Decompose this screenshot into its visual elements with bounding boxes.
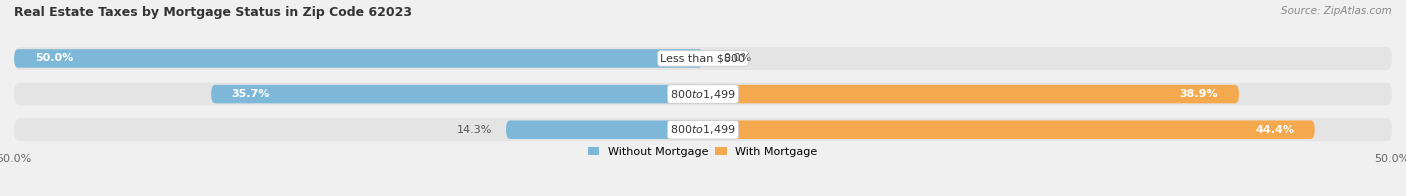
FancyBboxPatch shape bbox=[506, 121, 703, 139]
FancyBboxPatch shape bbox=[14, 83, 1392, 105]
Text: Source: ZipAtlas.com: Source: ZipAtlas.com bbox=[1281, 6, 1392, 16]
Text: 44.4%: 44.4% bbox=[1256, 125, 1294, 135]
Text: 14.3%: 14.3% bbox=[457, 125, 492, 135]
Text: 50.0%: 50.0% bbox=[35, 54, 73, 64]
FancyBboxPatch shape bbox=[14, 49, 703, 68]
Legend: Without Mortgage, With Mortgage: Without Mortgage, With Mortgage bbox=[583, 142, 823, 162]
FancyBboxPatch shape bbox=[703, 85, 1239, 103]
FancyBboxPatch shape bbox=[14, 47, 1392, 70]
Text: $800 to $1,499: $800 to $1,499 bbox=[671, 123, 735, 136]
Text: Less than $800: Less than $800 bbox=[661, 54, 745, 64]
Text: 35.7%: 35.7% bbox=[232, 89, 270, 99]
Text: Real Estate Taxes by Mortgage Status in Zip Code 62023: Real Estate Taxes by Mortgage Status in … bbox=[14, 6, 412, 19]
Text: $800 to $1,499: $800 to $1,499 bbox=[671, 88, 735, 101]
FancyBboxPatch shape bbox=[703, 121, 1315, 139]
Text: 38.9%: 38.9% bbox=[1180, 89, 1219, 99]
FancyBboxPatch shape bbox=[14, 118, 1392, 141]
Text: 0.0%: 0.0% bbox=[724, 54, 752, 64]
FancyBboxPatch shape bbox=[211, 85, 703, 103]
